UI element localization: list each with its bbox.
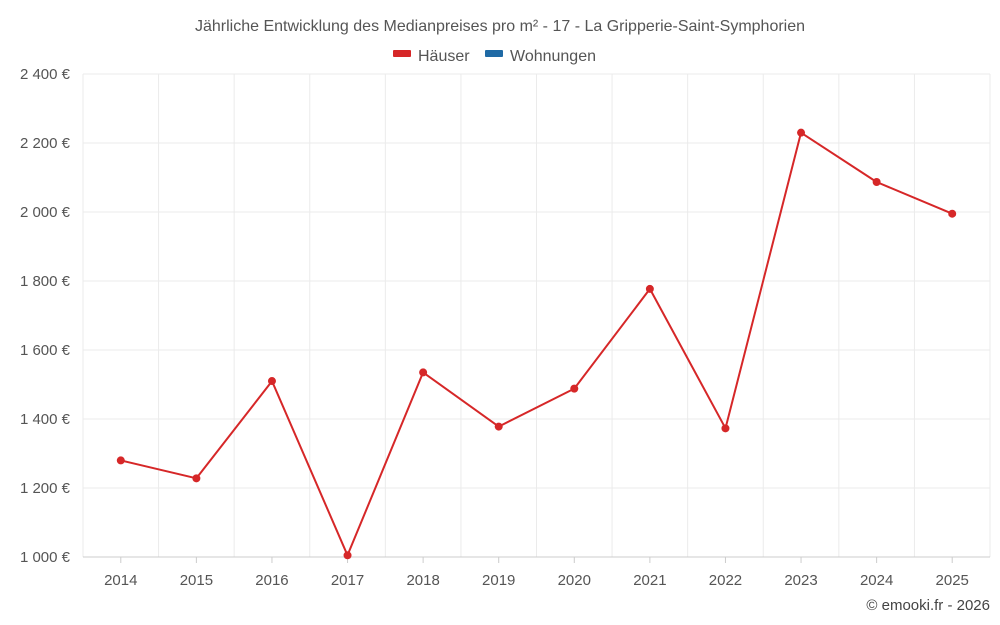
x-tick-label: 2023 — [784, 572, 817, 589]
x-tick-label: 2016 — [255, 572, 288, 589]
x-axis-labels: 2014 2015 2016 2017 2018 2019 2020 2021 2022 2023… — [104, 572, 969, 589]
x-gridlines — [82, 74, 991, 557]
x-tick-label: 2018 — [406, 572, 439, 589]
x-tick-label: 2015 — [180, 572, 213, 589]
data-point[interactable] — [192, 474, 201, 483]
x-axis-ticks — [120, 557, 953, 563]
data-point[interactable] — [645, 284, 654, 293]
y-tick-label: 2 200 € — [20, 135, 71, 152]
x-tick-label: 2025 — [936, 572, 969, 589]
y-tick-label: 1 800 € — [20, 273, 71, 290]
data-point[interactable] — [494, 422, 503, 431]
x-tick-label: 2020 — [558, 572, 591, 589]
x-tick-label: 2014 — [104, 572, 137, 589]
data-point[interactable] — [343, 551, 352, 560]
legend-item-wohnungen[interactable]: Wohnungen — [485, 48, 596, 65]
x-tick-label: 2022 — [709, 572, 742, 589]
y-tick-label: 1 200 € — [20, 480, 71, 497]
legend: Häuser Wohnungen — [393, 48, 596, 65]
y-tick-label: 2 400 € — [20, 66, 71, 83]
x-tick-label: 2024 — [860, 572, 893, 589]
data-point[interactable] — [872, 177, 881, 186]
x-tick-label: 2017 — [331, 572, 364, 589]
x-tick-label: 2019 — [482, 572, 515, 589]
y-tick-label: 1 000 € — [20, 549, 71, 566]
chart-title: Jährliche Entwicklung des Medianpreises … — [195, 18, 805, 35]
credit-text: © emooki.fr - 2026 — [866, 597, 990, 614]
y-tick-label: 1 400 € — [20, 411, 71, 428]
legend-item-haeuser[interactable]: Häuser — [393, 48, 470, 65]
data-point[interactable] — [570, 384, 579, 393]
legend-label-wohnungen: Wohnungen — [510, 48, 596, 65]
series-layer — [116, 128, 957, 560]
data-point[interactable] — [116, 456, 125, 465]
legend-label-haeuser: Häuser — [418, 48, 470, 65]
data-point[interactable] — [948, 209, 957, 218]
legend-swatch-wohnungen — [485, 50, 503, 57]
y-tick-label: 1 600 € — [20, 342, 71, 359]
series-line-0 — [120, 131, 953, 557]
y-axis-labels: 1 000 € 1 200 € 1 400 € 1 600 € 1 800 € 2 000… — [20, 66, 71, 566]
legend-swatch-haeuser — [393, 50, 411, 57]
x-tick-label: 2021 — [633, 572, 666, 589]
data-point[interactable] — [419, 368, 428, 377]
data-point[interactable] — [797, 128, 806, 137]
data-point[interactable] — [721, 424, 730, 433]
data-point[interactable] — [267, 377, 276, 386]
y-tick-label: 2 000 € — [20, 204, 71, 221]
